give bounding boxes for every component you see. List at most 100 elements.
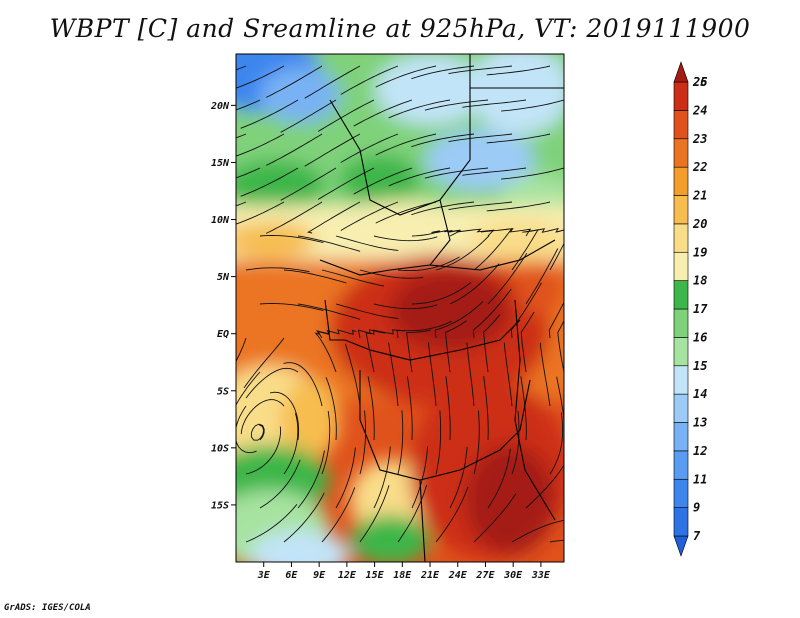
streamline [449, 446, 468, 509]
streamline [259, 459, 301, 509]
streamline [462, 167, 527, 176]
colorbar-label: 7 [693, 529, 701, 543]
streamline [335, 303, 399, 319]
streamline [265, 133, 323, 166]
streamline [462, 99, 527, 108]
streamline [448, 133, 513, 143]
plot-frame [235, 53, 565, 563]
colorbar-label: 18 [693, 274, 707, 288]
streamline [321, 487, 356, 543]
streamline [452, 228, 495, 237]
x-tick-label: 15E [366, 570, 385, 581]
streamline [411, 65, 475, 80]
colorbar-label: 24 [692, 103, 707, 117]
streamline [435, 486, 469, 543]
streamline [448, 65, 513, 75]
streamline [549, 412, 564, 475]
colorbar-label: 11 [693, 472, 707, 486]
streamline [448, 201, 513, 211]
streamline [353, 167, 413, 195]
streamline [539, 342, 551, 407]
streamline [270, 391, 300, 441]
streamline [373, 446, 391, 509]
streamline [240, 99, 299, 129]
streamline [245, 504, 298, 543]
streamline [520, 311, 535, 373]
grads-credit: GrADS: IGES/COLA [4, 603, 91, 613]
y-tick-label: 10N [211, 215, 230, 226]
streamline [483, 376, 489, 441]
streamline [359, 269, 424, 279]
streamline [365, 329, 386, 373]
colorbar-label: 20 [692, 217, 707, 231]
streamline [510, 282, 542, 339]
streamline [236, 337, 247, 363]
streamline [388, 167, 451, 187]
colorbar-swatch [673, 365, 689, 395]
streamline [250, 423, 265, 441]
colorbar-label: 23 [692, 132, 707, 146]
streamline [335, 235, 399, 251]
x-tick-label: 3E [257, 570, 271, 581]
colorbar-swatch [673, 110, 689, 140]
streamline [445, 376, 451, 441]
colorbar-label: 14 [693, 387, 707, 401]
streamline [480, 228, 532, 237]
streamline [375, 65, 437, 88]
streamline [236, 201, 285, 225]
streamline [411, 230, 440, 237]
streamline [344, 343, 361, 407]
streamline [486, 133, 551, 144]
streamline [524, 227, 564, 236]
streamline [434, 301, 484, 339]
streamline [297, 450, 325, 509]
streamline [236, 99, 261, 111]
colorbar-label: 12 [693, 444, 707, 458]
streamline [445, 320, 467, 373]
colorbar-swatch [673, 308, 689, 338]
streamline [359, 485, 390, 543]
streamline [406, 329, 431, 373]
colorbar-label: 22 [692, 160, 707, 174]
colorbar-label: 13 [693, 416, 707, 430]
streamline [373, 235, 438, 242]
colorbar-label: 17 [693, 302, 708, 316]
streamline [424, 99, 489, 111]
colorbar-swatch [673, 166, 689, 196]
y-tick-label: 15S [211, 500, 229, 511]
streamline [487, 448, 511, 509]
streamline [259, 235, 324, 244]
colorbar-swatch [673, 393, 689, 423]
colorbar-swatch [673, 478, 689, 508]
streamline [563, 302, 564, 304]
streamline [525, 248, 559, 305]
y-tick-label: EQ [217, 329, 229, 340]
streamline [397, 256, 460, 272]
colorbar-swatch [673, 61, 689, 83]
streamline [340, 201, 399, 231]
streamline [397, 410, 404, 475]
y-axis: 20N 15N 10N 5N EQ 5S 10S 15S [210, 101, 236, 511]
streamline [245, 267, 310, 273]
streamline [486, 201, 551, 212]
streamline [321, 269, 384, 287]
streamline [283, 412, 299, 475]
streamline [353, 99, 413, 127]
streamline [411, 446, 429, 509]
streamline [314, 330, 337, 373]
streamline [397, 484, 428, 543]
y-tick-label: 15N [211, 158, 230, 169]
streamline [388, 99, 451, 119]
streamline [245, 426, 282, 475]
streamline [240, 399, 285, 435]
streamline [449, 263, 500, 305]
streamline [473, 228, 513, 271]
x-tick-label: 24E [448, 570, 468, 581]
streamline [297, 235, 361, 252]
streamline [549, 539, 564, 543]
colorbar-swatch [673, 251, 689, 281]
streamline [357, 329, 405, 339]
streamline [486, 65, 551, 76]
colorbar-swatch [673, 280, 689, 310]
streamline [520, 376, 527, 441]
